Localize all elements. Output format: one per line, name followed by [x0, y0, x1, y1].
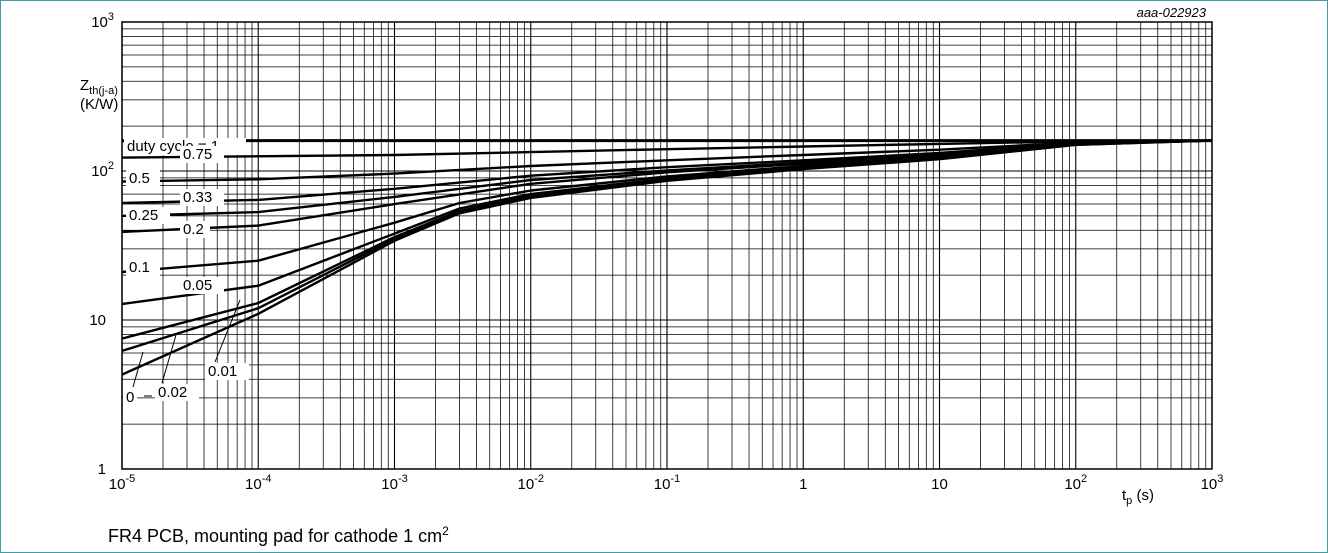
x-tick-label: 10-3 — [381, 473, 407, 493]
label-0-25: 0.25 — [129, 207, 158, 224]
label-0-75: 0.75 — [183, 146, 212, 163]
x-tick-label: 10-5 — [109, 473, 135, 493]
caption-text: FR4 PCB, mounting pad for cathode 1 cm — [108, 526, 443, 546]
label-0-33-bg — [180, 189, 224, 206]
y-tick-label: 102 — [91, 160, 114, 180]
label-0-bg — [123, 389, 137, 406]
series-line-0-75 — [121, 139, 1213, 159]
series-labels: duty cycle = 10.750.50.330.250.20.10.050… — [123, 138, 249, 406]
label-0-25-bg — [126, 207, 170, 224]
label-0-02: 0.02 — [158, 384, 187, 401]
grid — [121, 22, 1212, 470]
y-tick-label: 1 — [98, 461, 106, 478]
label-0-05-bg — [180, 277, 224, 294]
caption-superscript: 2 — [442, 524, 449, 538]
x-tick-label: 103 — [1201, 473, 1224, 493]
thermal-impedance-chart: duty cycle = 10.750.50.330.250.20.10.050… — [80, 5, 1223, 507]
x-tick-label: 102 — [1064, 473, 1087, 493]
label-0-75-bg — [180, 146, 224, 163]
label-0-01-bg — [205, 363, 249, 380]
x-tick-label: 10 — [931, 476, 948, 493]
y-tick-label: 10 — [89, 312, 106, 329]
plot-area-border — [121, 21, 1213, 470]
label-0-05: 0.05 — [183, 277, 212, 294]
series-line-0 — [121, 139, 1213, 376]
caption: FR4 PCB, mounting pad for cathode 1 cm2 — [108, 524, 449, 547]
label-0-2-bg — [180, 221, 210, 238]
label-0-01: 0.01 — [208, 363, 237, 380]
series-line-0-5 — [121, 139, 1213, 183]
x-tick-label: 10-1 — [654, 473, 680, 493]
label-0: 0 — [126, 389, 134, 406]
label-0-1-bg — [126, 259, 160, 276]
figure-id: aaa-022923 — [1137, 5, 1207, 20]
label-0-5: 0.5 — [129, 170, 150, 187]
x-tick-label: 10-2 — [518, 473, 544, 493]
label-0-1: 0.1 — [129, 259, 150, 276]
y-tick-label: 103 — [91, 11, 114, 31]
x-tick-label: 1 — [799, 476, 807, 493]
x-axis-label: tp (s) — [1122, 487, 1154, 507]
x-tick-label: 10-4 — [245, 473, 271, 493]
y-axis-label: Zth(j-a) — [80, 77, 118, 97]
leader-0 — [132, 351, 144, 388]
leader-0-01 — [214, 299, 241, 363]
label-0-33: 0.33 — [183, 189, 212, 206]
leader-0-02 — [161, 334, 177, 384]
series-lines — [121, 139, 1213, 376]
label-0-2: 0.2 — [183, 221, 204, 238]
y-axis-unit: (K/W) — [80, 96, 118, 113]
label-0-5-bg — [126, 170, 160, 187]
label-0-02-bg — [155, 384, 199, 401]
